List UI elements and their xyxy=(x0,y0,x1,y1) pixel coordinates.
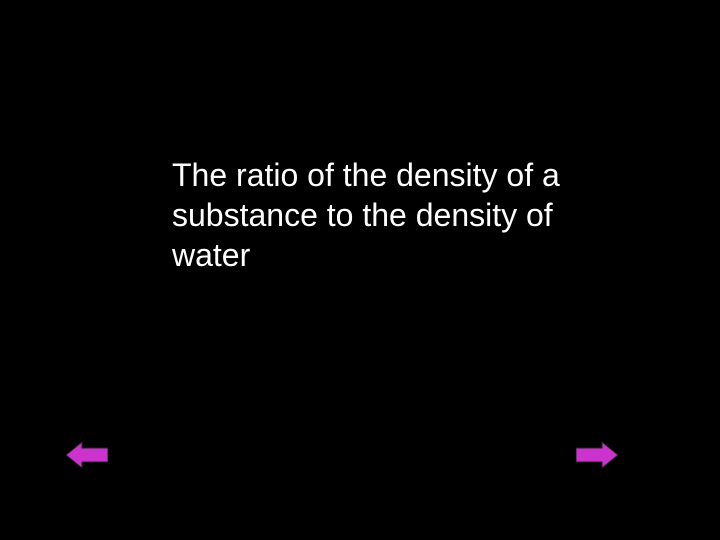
back-arrow-button[interactable] xyxy=(64,440,108,470)
question-text: The ratio of the density of a substance … xyxy=(172,155,572,275)
arrow-left-icon xyxy=(64,440,108,470)
slide-container: The ratio of the density of a substance … xyxy=(0,0,720,540)
arrow-right-icon xyxy=(576,440,620,470)
forward-arrow-button[interactable] xyxy=(576,440,620,470)
